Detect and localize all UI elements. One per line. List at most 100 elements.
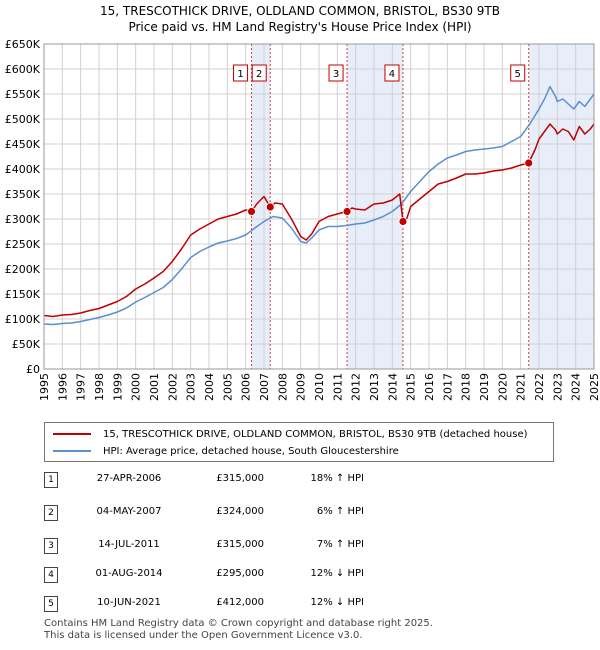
- table-row: 5 10-JUN-2021 £412,000 12% ↓ HPI: [44, 596, 444, 612]
- transaction-point: [265, 202, 275, 212]
- transaction-hpi-diff: 18% ↑ HPI: [310, 473, 364, 484]
- x-tick-label: 2020: [496, 373, 509, 401]
- x-tick-label: 2021: [515, 373, 528, 401]
- x-tick-label: 2013: [368, 373, 381, 401]
- series-line-hpi: [43, 85, 595, 326]
- x-tick-label: 2001: [148, 373, 161, 401]
- legend-item-property: 15, TRESCOTHICK DRIVE, OLDLAND COMMON, B…: [53, 426, 528, 442]
- shaded-period: [251, 44, 271, 369]
- x-tick-label: 2006: [240, 373, 253, 401]
- transaction-date: 27-APR-2006: [96, 473, 162, 484]
- transaction-date: 01-AUG-2014: [95, 568, 163, 579]
- x-tick-label: 1995: [38, 373, 51, 401]
- table-row: 3 14-JUL-2011 £315,000 7% ↑ HPI: [44, 538, 444, 554]
- x-tick-label: 2000: [130, 373, 143, 401]
- x-tick-label: 2011: [331, 373, 344, 401]
- y-tick-label: £600K: [5, 63, 41, 76]
- transaction-price: £412,000: [216, 597, 264, 608]
- legend-label-property: 15, TRESCOTHICK DRIVE, OLDLAND COMMON, B…: [103, 428, 528, 440]
- y-tick-label: £350K: [5, 188, 41, 201]
- y-tick-label: £0: [26, 363, 40, 376]
- x-tick-label: 2024: [570, 373, 583, 401]
- shaded-period: [347, 44, 403, 369]
- table-row: 1 27-APR-2006 £315,000 18% ↑ HPI: [44, 472, 444, 488]
- shaded-period: [528, 44, 594, 369]
- transaction-number: 5: [44, 596, 58, 612]
- x-tick-label: 2016: [423, 373, 436, 401]
- chart-title: 15, TRESCOTHICK DRIVE, OLDLAND COMMON, B…: [0, 3, 600, 35]
- transaction-label-box: [251, 64, 267, 82]
- y-tick-label: £450K: [5, 138, 41, 151]
- transaction-hpi-diff: 6% ↑ HPI: [316, 506, 364, 517]
- y-tick-label: £50K: [12, 338, 41, 351]
- transaction-hpi-diff: 12% ↓ HPI: [310, 597, 364, 608]
- title-line-1: 15, TRESCOTHICK DRIVE, OLDLAND COMMON, B…: [100, 4, 500, 18]
- legend-label-hpi: HPI: Average price, detached house, Sout…: [103, 445, 399, 457]
- transaction-price: £295,000: [216, 568, 264, 579]
- x-tick-label: 2022: [533, 373, 546, 401]
- legend: 15, TRESCOTHICK DRIVE, OLDLAND COMMON, B…: [44, 422, 554, 462]
- footer-copyright: Contains HM Land Registry data © Crown c…: [44, 618, 433, 629]
- transaction-number: 1: [44, 472, 58, 488]
- y-tick-label: £650K: [5, 38, 41, 51]
- x-tick-label: 2017: [441, 373, 454, 401]
- transaction-price: £324,000: [216, 506, 264, 517]
- transaction-label: 5: [515, 69, 521, 80]
- y-tick-label: £400K: [5, 163, 41, 176]
- x-tick-label: 2009: [295, 373, 308, 401]
- transaction-point: [247, 207, 256, 216]
- legend-swatch-property: [53, 433, 91, 435]
- price-chart: £0 £50K £100K £150K £200K £250K £300K £350K £400…: [5, 38, 600, 401]
- transaction-point: [524, 158, 534, 168]
- transaction-point: [342, 207, 352, 216]
- transaction-date: 10-JUN-2021: [97, 597, 161, 608]
- transaction-label-box: [384, 64, 400, 82]
- transaction-date: 14-JUL-2011: [98, 539, 160, 550]
- transaction-hpi-diff: 12% ↓ HPI: [310, 568, 364, 579]
- transaction-label-box: [233, 64, 249, 82]
- transaction-point: [398, 217, 408, 226]
- x-tick-label: 1998: [93, 373, 106, 401]
- table-row: 4 01-AUG-2014 £295,000 12% ↓ HPI: [44, 567, 444, 583]
- transaction-price: £315,000: [216, 473, 264, 484]
- x-tick-label: 2010: [313, 373, 326, 401]
- title-line-2: Price paid vs. HM Land Registry's House …: [128, 20, 472, 34]
- plot-border: [43, 43, 595, 370]
- footer-licence: This data is licensed under the Open Gov…: [44, 630, 363, 641]
- y-tick-label: £250K: [5, 238, 41, 251]
- x-tick-label: 2025: [588, 373, 600, 401]
- transaction-label: 4: [389, 69, 395, 80]
- transaction-number: 2: [44, 505, 58, 521]
- transaction-date: 04-MAY-2007: [96, 506, 162, 517]
- x-tick-label: 2004: [203, 373, 216, 401]
- y-tick-label: £200K: [5, 263, 41, 276]
- transaction-label-box: [328, 64, 344, 82]
- y-tick-label: £300K: [5, 213, 41, 226]
- x-tick-label: 1999: [111, 373, 124, 401]
- transaction-label: 3: [333, 69, 339, 80]
- legend-swatch-hpi: [53, 450, 91, 452]
- x-tick-label: 2018: [460, 373, 473, 401]
- x-tick-label: 2008: [276, 373, 289, 401]
- transaction-label: 1: [237, 69, 243, 80]
- x-tick-label: 2012: [350, 373, 363, 401]
- y-tick-label: £100K: [5, 313, 41, 326]
- x-tick-label: 2003: [185, 373, 198, 401]
- x-tick-label: 1996: [56, 373, 69, 401]
- y-tick-label: £150K: [5, 288, 41, 301]
- legend-item-hpi: HPI: Average price, detached house, Sout…: [53, 443, 399, 459]
- transaction-number: 4: [44, 567, 58, 583]
- x-tick-label: 1997: [75, 373, 88, 401]
- transaction-hpi-diff: 7% ↑ HPI: [316, 539, 364, 550]
- x-tick-label: 2007: [258, 373, 271, 401]
- y-tick-label: £500K: [5, 113, 41, 126]
- x-tick-label: 2019: [478, 373, 491, 401]
- x-tick-label: 2015: [405, 373, 418, 401]
- x-tick-label: 2005: [221, 373, 234, 401]
- x-tick-label: 2014: [386, 373, 399, 401]
- transaction-label-box: [510, 64, 526, 82]
- x-tick-label: 2002: [166, 373, 179, 401]
- x-tick-label: 2023: [551, 373, 564, 401]
- table-row: 2 04-MAY-2007 £324,000 6% ↑ HPI: [44, 505, 444, 521]
- footer: Contains HM Land Registry data © Crown c…: [44, 618, 433, 642]
